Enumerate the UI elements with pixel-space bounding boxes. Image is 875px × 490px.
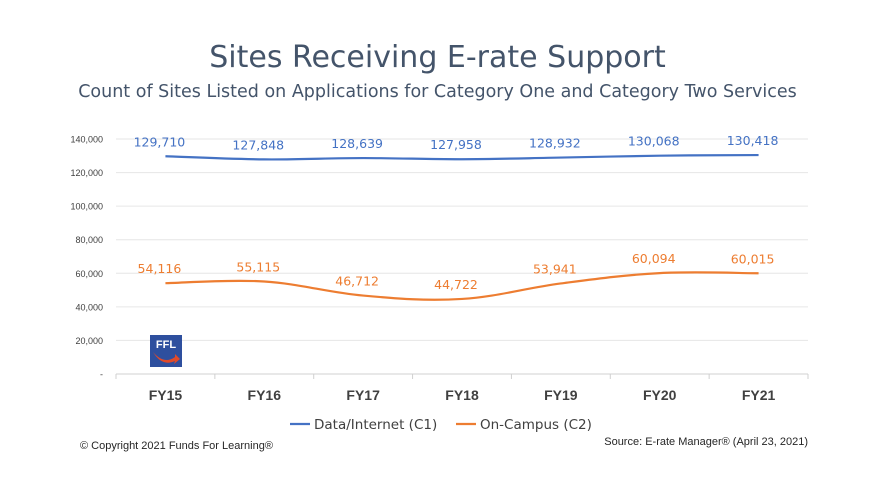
data-label: 130,418 <box>727 133 779 148</box>
data-label: 129,710 <box>134 134 186 149</box>
data-label: 46,712 <box>335 274 379 289</box>
chart-title: Sites Receiving E-rate Support <box>209 40 666 75</box>
data-label: 55,115 <box>236 259 280 274</box>
data-label: 53,941 <box>533 261 577 276</box>
data-label: 54,116 <box>138 261 182 276</box>
data-label: 127,848 <box>232 137 284 152</box>
legend-label: On-Campus (C2) <box>480 417 592 433</box>
x-tick-label: FY21 <box>742 387 776 403</box>
y-tick-label: 40,000 <box>75 302 103 312</box>
x-tick-label: FY19 <box>544 387 578 403</box>
data-label: 128,639 <box>331 136 383 151</box>
y-tick-label: - <box>100 370 103 380</box>
data-label: 130,068 <box>628 134 680 149</box>
chart-subtitle: Count of Sites Listed on Applications fo… <box>78 82 797 102</box>
series-line-c1 <box>165 153 759 161</box>
x-tick-label: FY20 <box>643 387 677 403</box>
legend-label: Data/Internet (C1) <box>314 417 437 433</box>
y-tick-label: 60,000 <box>75 269 103 279</box>
y-tick-label: 120,000 <box>70 168 103 178</box>
data-label: 60,015 <box>731 251 775 266</box>
data-label: 60,094 <box>632 251 676 266</box>
x-tick-label: FY17 <box>346 387 380 403</box>
y-tick-label: 140,000 <box>70 135 103 145</box>
x-tick-label: FY16 <box>248 387 282 403</box>
y-tick-label: 100,000 <box>70 202 103 212</box>
data-label: 44,722 <box>434 277 478 292</box>
x-tick-label: FY15 <box>149 387 183 403</box>
y-tick-label: 20,000 <box>75 336 103 346</box>
source-text: Source: E-rate Manager® (April 23, 2021) <box>604 436 808 448</box>
x-tick-label: FY18 <box>445 387 479 403</box>
data-label: 128,932 <box>529 136 581 151</box>
data-label: 127,958 <box>430 137 482 152</box>
ffl-logo-icon: FFL <box>150 335 182 367</box>
ffl-logo-text: FFL <box>156 339 176 351</box>
copyright-text: © Copyright 2021 Funds For Learning® <box>80 440 273 452</box>
y-tick-label: 80,000 <box>75 235 103 245</box>
